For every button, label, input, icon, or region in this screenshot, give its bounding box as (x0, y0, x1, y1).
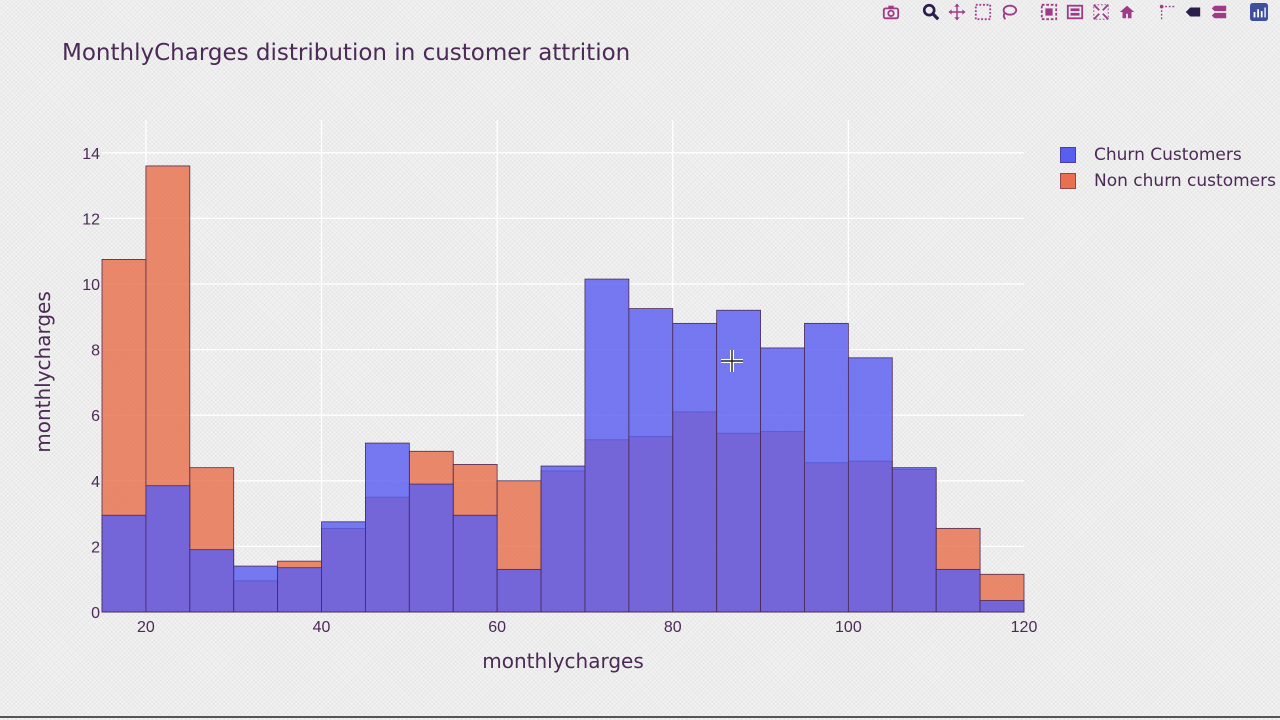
lasso-icon[interactable] (997, 1, 1021, 23)
bar-churn[interactable] (277, 567, 322, 613)
bar-churn[interactable] (321, 521, 366, 613)
camera-icon[interactable] (879, 1, 903, 23)
bar-churn[interactable] (716, 309, 761, 613)
bar-churn[interactable] (365, 442, 410, 613)
zoom-out-icon[interactable] (1063, 1, 1087, 23)
bar-churn[interactable] (145, 485, 191, 613)
y-tick-label: 14 (82, 146, 100, 163)
x-tick-label: 60 (488, 619, 506, 636)
crosshair-cursor (721, 350, 743, 372)
box-select-icon[interactable] (971, 1, 995, 23)
x-axis-label: monthlycharges (482, 649, 644, 673)
zoom-in-icon[interactable] (1037, 1, 1061, 23)
legend-item-non-churn[interactable]: Non churn customers (1060, 168, 1276, 194)
legend-label-churn: Churn Customers (1094, 145, 1242, 165)
window-bottom-border (0, 716, 1280, 718)
x-tick-label: 20 (137, 619, 155, 636)
y-tick-label: 6 (91, 408, 100, 425)
bar-churn[interactable] (672, 322, 718, 613)
bar-churn[interactable] (760, 347, 805, 613)
legend-label-non-churn: Non churn customers (1094, 171, 1276, 191)
plotly-logo-icon[interactable] (1247, 1, 1271, 23)
legend: Churn Customers Non churn customers (1060, 142, 1276, 194)
bar-churn[interactable] (584, 278, 630, 613)
bar-churn[interactable] (804, 322, 849, 613)
tick-labels: 0 2 4 6 8 10 12 14 20 40 60 80 100 120 (82, 146, 1037, 636)
bar-churn[interactable] (101, 514, 147, 613)
modebar (878, 0, 1272, 24)
spike-lines-icon[interactable] (1155, 1, 1179, 23)
hover-compare-icon[interactable] (1207, 1, 1231, 23)
x-tick-label: 120 (1011, 619, 1038, 636)
x-tick-label: 100 (835, 619, 862, 636)
home-icon[interactable] (1115, 1, 1139, 23)
chart-title: MonthlyCharges distribution in customer … (62, 40, 631, 66)
autoscale-icon[interactable] (1089, 1, 1113, 23)
bar-churn[interactable] (935, 568, 981, 613)
y-tick-label: 12 (82, 211, 100, 228)
bars (101, 165, 1025, 613)
y-tick-label: 8 (91, 343, 100, 360)
y-axis-label: monthlycharges (31, 291, 55, 453)
bar-churn[interactable] (452, 514, 498, 613)
legend-swatch-churn (1060, 147, 1076, 163)
x-tick-label: 40 (313, 619, 331, 636)
zoom-icon[interactable] (919, 1, 943, 23)
bar-churn[interactable] (540, 465, 586, 613)
bar-churn[interactable] (233, 565, 279, 613)
bar-churn[interactable] (408, 483, 454, 613)
legend-swatch-non-churn (1060, 173, 1076, 189)
legend-item-churn[interactable]: Churn Customers (1060, 142, 1276, 168)
bar-churn[interactable] (496, 568, 542, 613)
y-tick-label: 10 (82, 277, 100, 294)
bar-churn[interactable] (189, 549, 235, 613)
pan-icon[interactable] (945, 1, 969, 23)
hover-closest-icon[interactable] (1181, 1, 1205, 23)
bar-churn[interactable] (891, 467, 937, 613)
y-tick-label: 4 (91, 474, 100, 491)
bar-churn[interactable] (979, 600, 1025, 613)
bar-churn[interactable] (847, 357, 893, 613)
y-tick-label: 0 (91, 605, 100, 622)
bar-churn[interactable] (628, 308, 674, 613)
x-tick-label: 80 (664, 619, 682, 636)
y-tick-label: 2 (91, 539, 100, 556)
